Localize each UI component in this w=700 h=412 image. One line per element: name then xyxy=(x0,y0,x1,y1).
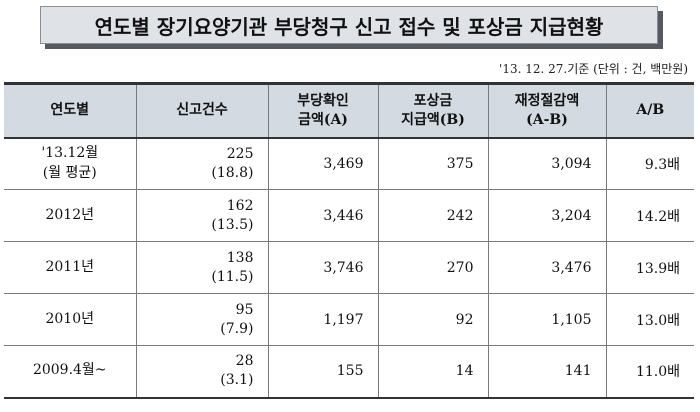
table-row: 2009.4월~ 28 (3.1) 155 14 141 11.0배 xyxy=(4,345,694,399)
report-count-monthly-avg: (13.5) xyxy=(211,216,254,233)
header-report-count: 신고건수 xyxy=(135,82,269,139)
year-cell: '13.12월 (월 평균) xyxy=(4,137,137,190)
header-line: 연도별 xyxy=(50,102,90,119)
title-banner: 연도별 장기요양기관 부당청구 신고 접수 및 포상금 지급현황 xyxy=(40,6,658,44)
year-label: 2009.4월~ xyxy=(32,362,107,379)
ratio-cell: 13.0배 xyxy=(605,293,694,346)
confirmed-amount-cell: 1,197 xyxy=(267,293,379,346)
header-line: 포상금 xyxy=(413,92,453,109)
header-reward-amount: 포상금 지급액(B) xyxy=(377,82,489,139)
reward-amount-cell: 270 xyxy=(377,241,489,294)
reward-amount-cell: 242 xyxy=(377,189,489,242)
confirmed-amount-cell: 155 xyxy=(267,345,379,399)
header-ratio: A/B xyxy=(605,82,694,139)
report-count-monthly-avg: (3.1) xyxy=(220,372,254,389)
savings-cell: 3,204 xyxy=(487,189,607,242)
year-label: '13.12월 xyxy=(41,145,99,162)
savings-cell: 3,476 xyxy=(487,241,607,294)
header-line: (A-B) xyxy=(526,111,568,128)
header-line: 부당확인 xyxy=(297,92,349,109)
ratio-cell: 13.9배 xyxy=(605,241,694,294)
savings-cell: 1,105 xyxy=(487,293,607,346)
header-line: 신고건수 xyxy=(176,102,228,119)
year-cell: 2012년 xyxy=(4,189,137,242)
report-table: 연도별 신고건수 부당확인 금액(A) 포상금 지급액(B) 재정절감액 (A-… xyxy=(4,82,694,399)
savings-cell: 141 xyxy=(487,345,607,399)
year-cell: 2009.4월~ xyxy=(4,345,137,399)
reward-amount-cell: 375 xyxy=(377,137,489,190)
header-line: 재정절감액 xyxy=(514,92,580,109)
report-count: 138 xyxy=(226,249,254,266)
table-row: 2012년 162 (13.5) 3,446 242 3,204 14.2배 xyxy=(4,189,694,242)
page-title: 연도별 장기요양기관 부당청구 신고 접수 및 포상금 지급현황 xyxy=(94,14,604,39)
table-row: '13.12월 (월 평균) 225 (18.8) 3,469 375 3,09… xyxy=(4,137,694,190)
confirmed-amount-cell: 3,746 xyxy=(267,241,379,294)
ratio-cell: 11.0배 xyxy=(605,345,694,399)
header-line: A/B xyxy=(636,102,665,119)
ratio-cell: 9.3배 xyxy=(605,137,694,190)
year-label: 2011년 xyxy=(45,258,94,275)
header-line: 지급액(B) xyxy=(401,111,465,128)
report-count: 28 xyxy=(235,353,254,370)
reward-amount-cell: 92 xyxy=(377,293,489,346)
report-count: 162 xyxy=(226,197,254,214)
report-count-monthly-avg: (11.5) xyxy=(211,268,254,285)
report-count-cell: 138 (11.5) xyxy=(135,241,269,294)
table-row: 2010년 95 (7.9) 1,197 92 1,105 13.0배 xyxy=(4,293,694,346)
reward-amount-cell: 14 xyxy=(377,345,489,399)
year-label: 2012년 xyxy=(45,206,94,223)
report-count-cell: 162 (13.5) xyxy=(135,189,269,242)
header-confirmed-amount: 부당확인 금액(A) xyxy=(267,82,379,139)
header-savings: 재정절감액 (A-B) xyxy=(487,82,607,139)
table-row: 2011년 138 (11.5) 3,746 270 3,476 13.9배 xyxy=(4,241,694,294)
report-count-cell: 225 (18.8) xyxy=(135,137,269,190)
header-row: 연도별 신고건수 부당확인 금액(A) 포상금 지급액(B) 재정절감액 (A-… xyxy=(4,82,694,139)
year-cell: 2010년 xyxy=(4,293,137,346)
year-sublabel: (월 평균) xyxy=(42,164,97,181)
year-cell: 2011년 xyxy=(4,241,137,294)
report-count: 95 xyxy=(235,301,254,318)
header-line: 금액(A) xyxy=(298,111,348,128)
report-count-monthly-avg: (7.9) xyxy=(220,320,254,337)
report-count: 225 xyxy=(226,145,254,162)
confirmed-amount-cell: 3,446 xyxy=(267,189,379,242)
report-count-monthly-avg: (18.8) xyxy=(211,164,254,181)
confirmed-amount-cell: 3,469 xyxy=(267,137,379,190)
year-label: 2010년 xyxy=(45,310,94,327)
header-year: 연도별 xyxy=(4,82,137,139)
report-count-cell: 95 (7.9) xyxy=(135,293,269,346)
reference-date-note: '13. 12. 27.기준 (단위 : 건, 백만원) xyxy=(499,62,688,76)
report-count-cell: 28 (3.1) xyxy=(135,345,269,399)
ratio-cell: 14.2배 xyxy=(605,189,694,242)
savings-cell: 3,094 xyxy=(487,137,607,190)
